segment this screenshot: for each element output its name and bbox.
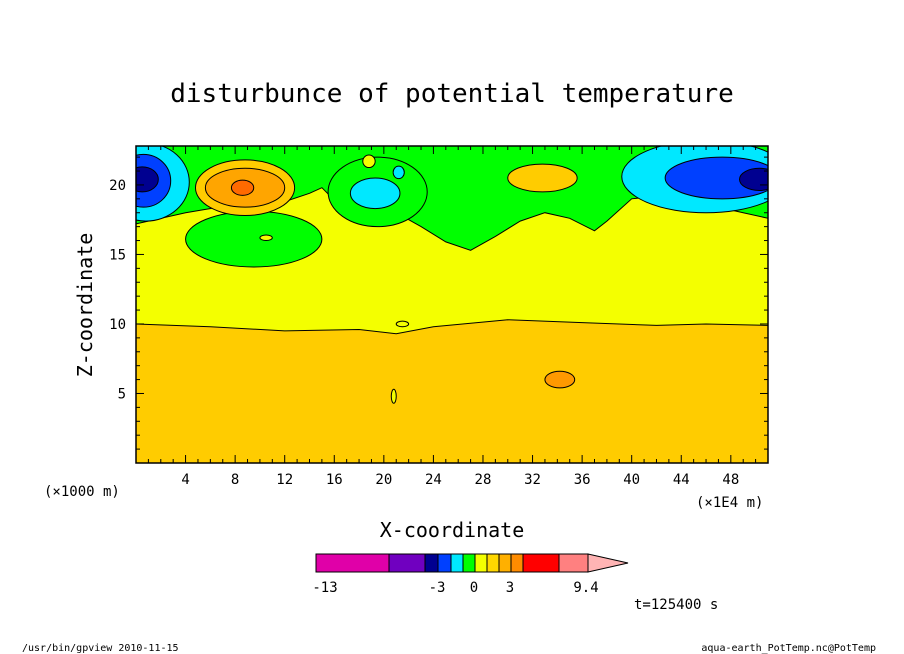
contour-orange-low <box>544 370 576 389</box>
colorbar-segment <box>450 553 464 573</box>
x-tick-label: 48 <box>722 472 739 488</box>
colorbar-segment <box>437 553 452 573</box>
colorbar-label: 0 <box>470 580 478 596</box>
contour-cyan-spot <box>392 165 405 180</box>
footer-left: /usr/bin/gpview 2010-11-15 <box>22 643 179 654</box>
colorbar-label: -3 <box>429 580 446 596</box>
plot-area <box>136 146 768 463</box>
x-tick-label: 44 <box>673 472 690 488</box>
colorbar-label: 9.4 <box>573 580 598 596</box>
colorbar-segment <box>474 553 488 573</box>
x-unit-right: (×1E4 m) <box>696 495 763 511</box>
y-tick-label: 20 <box>109 178 126 194</box>
contour-orange-high-right <box>507 163 578 193</box>
colorbar <box>315 553 629 573</box>
contour-yellow-spot <box>362 154 376 169</box>
colorbar-segment <box>498 553 512 573</box>
colorbar-segment <box>424 553 439 573</box>
contour-cyan-middle <box>349 177 401 210</box>
colorbar-segment <box>462 553 476 573</box>
y-tick-label: 10 <box>109 317 126 333</box>
colorbar-label: -13 <box>312 580 337 596</box>
colorbar-segment <box>522 553 560 573</box>
x-tick-label: 8 <box>231 472 239 488</box>
contour-line-lower <box>136 319 768 335</box>
x-tick-label: 12 <box>276 472 293 488</box>
contour-yellow-spot-small <box>259 234 273 242</box>
x-tick-label: 4 <box>181 472 189 488</box>
colorbar-segment <box>558 553 589 573</box>
x-tick-label: 28 <box>475 472 492 488</box>
y-axis-label: Z-coordinate <box>73 233 97 378</box>
y-tick-label: 5 <box>118 386 126 402</box>
y-tick-labels: 5 10 15 20 <box>109 178 126 403</box>
colorbar-segment <box>510 553 524 573</box>
x-tick-label: 40 <box>623 472 640 488</box>
contour-green-spot-mid <box>395 320 410 328</box>
contour-red-high <box>230 179 255 196</box>
contour-blue-left-core <box>136 166 159 193</box>
x-tick-label: 36 <box>574 472 591 488</box>
colorbar-segment <box>315 553 390 573</box>
contour-green-lower-left <box>185 210 323 268</box>
plot-frame <box>135 145 769 464</box>
footer-right: aqua-earth_PotTemp.nc@PotTemp <box>701 643 876 654</box>
y-tick-label: 15 <box>109 247 126 263</box>
x-tick-label: 24 <box>425 472 442 488</box>
time-label: t=125400 s <box>634 597 718 613</box>
colorbar-segment <box>388 553 426 573</box>
contour-blue-right-core <box>739 167 768 191</box>
colorbar-segment <box>486 553 500 573</box>
colorbar-labels: -13 -3 0 3 9.4 <box>312 580 598 596</box>
x-tick-label: 32 <box>524 472 541 488</box>
x-unit-left: (×1000 m) <box>44 484 120 500</box>
axis-ticks <box>136 146 769 463</box>
chart-title: disturbunce of potential temperature <box>170 79 734 109</box>
contour-band-upper <box>136 146 768 251</box>
x-tick-labels: 4 8 12 16 20 24 28 32 36 40 44 48 <box>181 472 739 488</box>
x-axis-label: X-coordinate <box>380 518 525 542</box>
x-tick-label: 16 <box>326 472 343 488</box>
contour-blue-right-mid <box>664 156 768 200</box>
colorbar-extension-arrow <box>587 553 629 573</box>
contour-yellow-spot-low <box>390 388 397 404</box>
x-tick-label: 20 <box>375 472 392 488</box>
colorbar-label: 3 <box>506 580 514 596</box>
